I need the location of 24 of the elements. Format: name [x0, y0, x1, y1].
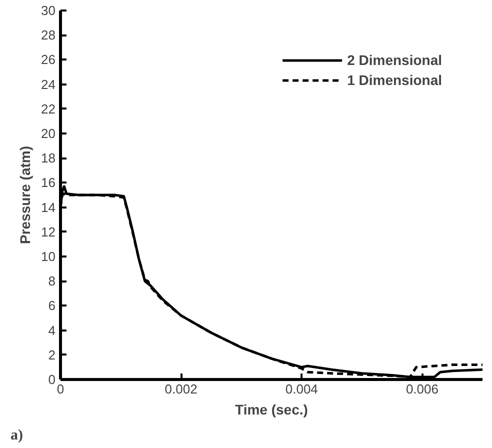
y-tick-label: 24: [41, 76, 56, 92]
y-tick-label: 4: [48, 322, 56, 338]
legend-label: 1 Dimensional: [347, 72, 442, 88]
y-tick-label: 12: [41, 224, 56, 240]
x-tick-label: 0.006: [406, 382, 438, 396]
x-tick-label: 0.004: [285, 382, 318, 396]
y-tick-label: 26: [41, 52, 56, 68]
y-tick-label: 28: [41, 28, 56, 43]
y-tick-label: 2: [48, 347, 56, 362]
x-axis-title: Time (sec.): [235, 402, 308, 418]
y-tick-label: 6: [48, 298, 56, 314]
y-tick-label: 22: [41, 101, 56, 116]
legend-label: 2 Dimensional: [347, 52, 442, 68]
y-tick-label: 30: [41, 3, 56, 18]
y-axis-title: Pressure (atm): [17, 146, 34, 244]
x-tick-label: 0.002: [164, 382, 198, 396]
y-tick-label: 20: [41, 126, 56, 141]
y-tick-label: 10: [41, 249, 56, 264]
y-tick-label: 16: [41, 175, 56, 190]
y-tick-label: 8: [48, 274, 56, 289]
y-tick-label: 18: [41, 150, 56, 166]
text: a): [10, 428, 23, 444]
y-tick-label: 14: [41, 200, 56, 215]
y-tick-label: 0: [48, 372, 56, 387]
